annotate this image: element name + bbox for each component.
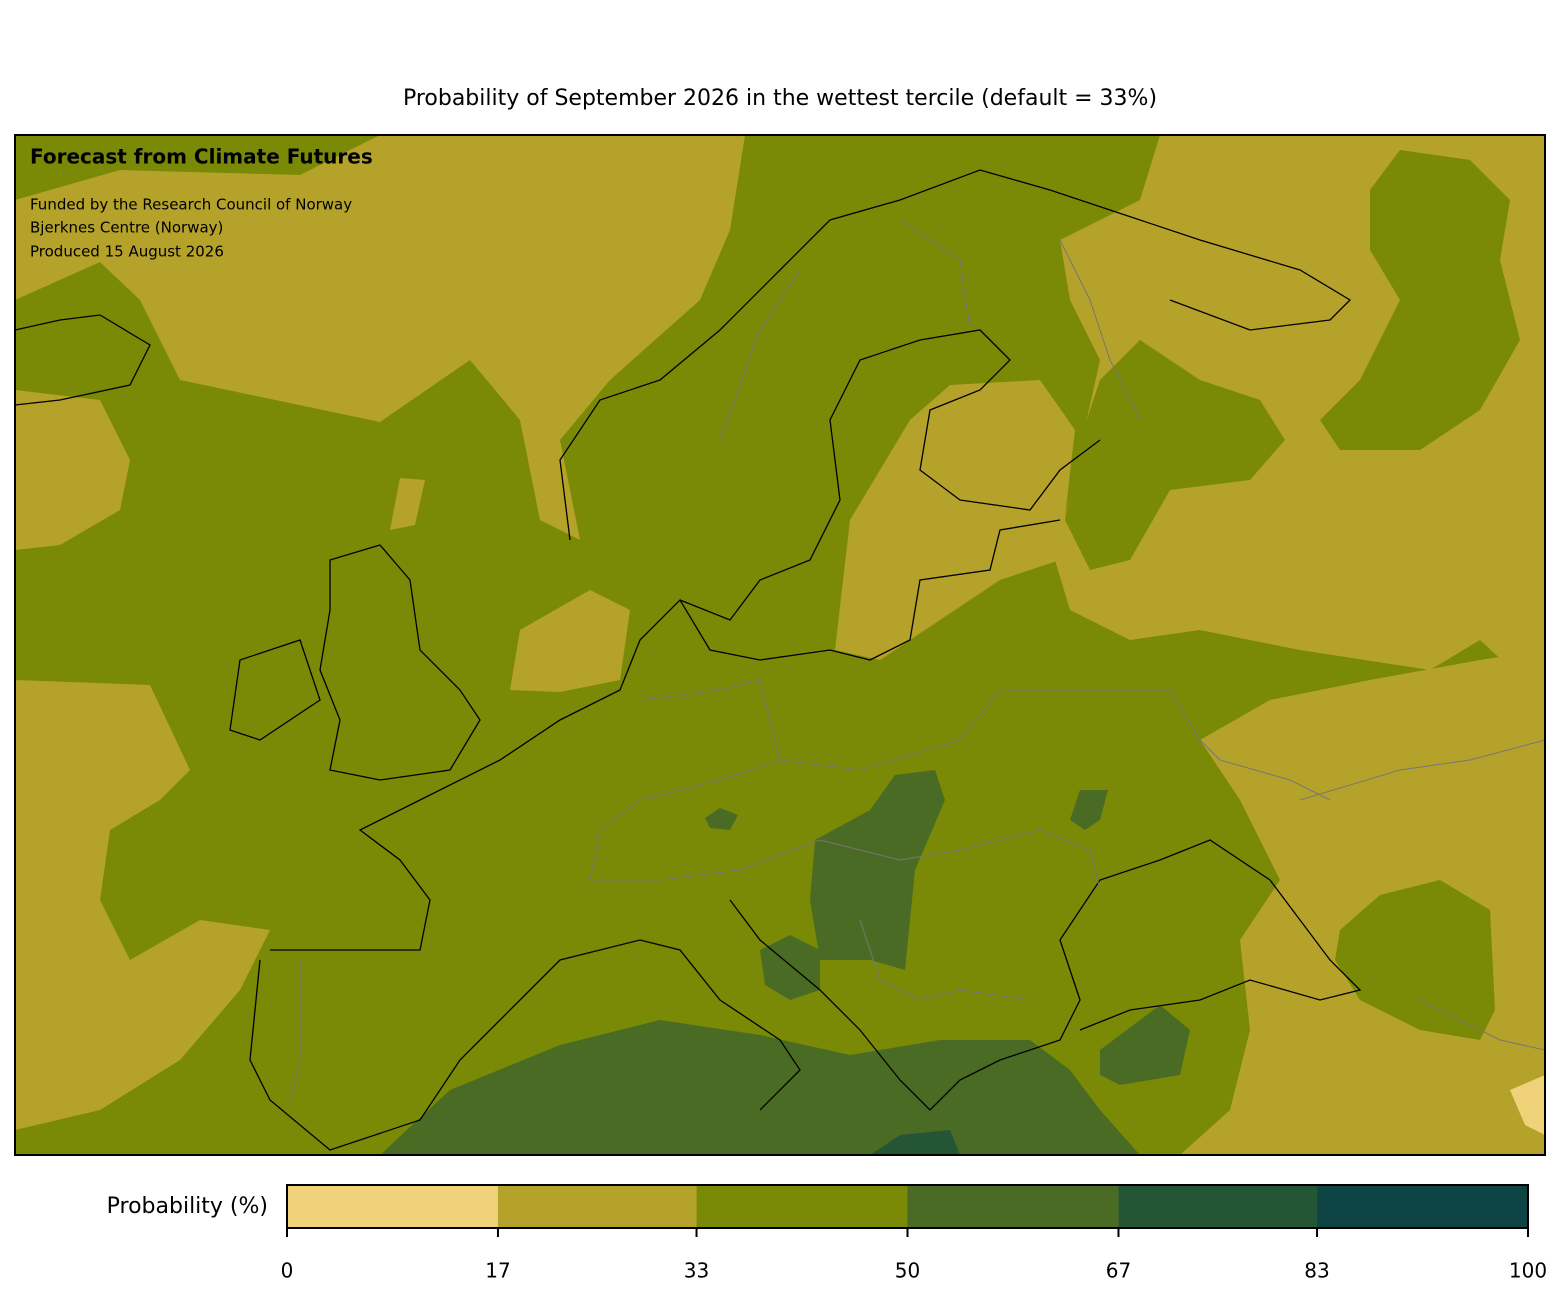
contour-region — [835, 380, 1075, 660]
title: Probability of September 2026 in the wet… — [403, 86, 1157, 111]
colorbar-segment — [696, 1185, 908, 1228]
contour-region — [1320, 150, 1520, 450]
contour-region — [1335, 880, 1495, 1040]
colorbar-tick-label: 33 — [684, 1259, 709, 1283]
colorbar-segment — [1118, 1185, 1318, 1228]
colorbar-label: Probability (%) — [107, 1194, 268, 1219]
colorbar-segment — [497, 1185, 697, 1228]
contour-region — [15, 135, 745, 540]
contour-region — [1070, 790, 1108, 830]
coastline — [15, 169, 1362, 1151]
map-frame — [14, 134, 1546, 1156]
contour-region — [760, 935, 820, 1000]
contour-region — [705, 808, 738, 830]
colorbar-tick-label: 83 — [1304, 1259, 1329, 1283]
contour-region — [390, 478, 425, 530]
colorbar-tick-label: 50 — [895, 1259, 920, 1283]
colorbar-tick-label: 17 — [485, 1259, 510, 1283]
annotation-line: Bjerknes Centre (Norway) — [30, 219, 223, 237]
contour-region — [1100, 1005, 1190, 1085]
colorbar-tick-label: 67 — [1106, 1259, 1131, 1283]
colorbar-segment — [907, 1185, 1119, 1228]
contour-region — [510, 590, 630, 692]
contour-region — [380, 1020, 1140, 1155]
colorbar-tick-label: 0 — [281, 1259, 294, 1283]
contour-region — [870, 1130, 960, 1155]
annotation-line: Funded by the Research Council of Norway — [30, 196, 352, 214]
contour-region — [1065, 340, 1285, 570]
contour-region — [810, 770, 945, 970]
contour-region — [15, 390, 130, 550]
annotation-heading: Forecast from Climate Futures — [30, 145, 373, 169]
colorbar: 0 17 33 50 67 83 100 — [281, 1184, 1547, 1283]
contour-region — [1510, 1075, 1545, 1135]
contour-region — [15, 680, 270, 1130]
colorbar-segment — [1317, 1185, 1528, 1228]
colorbar-tick-label: 100 — [1509, 1259, 1547, 1283]
annotation-line: Produced 15 August 2026 — [30, 243, 224, 261]
contour-region — [780, 160, 890, 195]
map — [15, 135, 1545, 1155]
colorbar-segment — [287, 1185, 498, 1228]
country-border — [289, 219, 1545, 1101]
